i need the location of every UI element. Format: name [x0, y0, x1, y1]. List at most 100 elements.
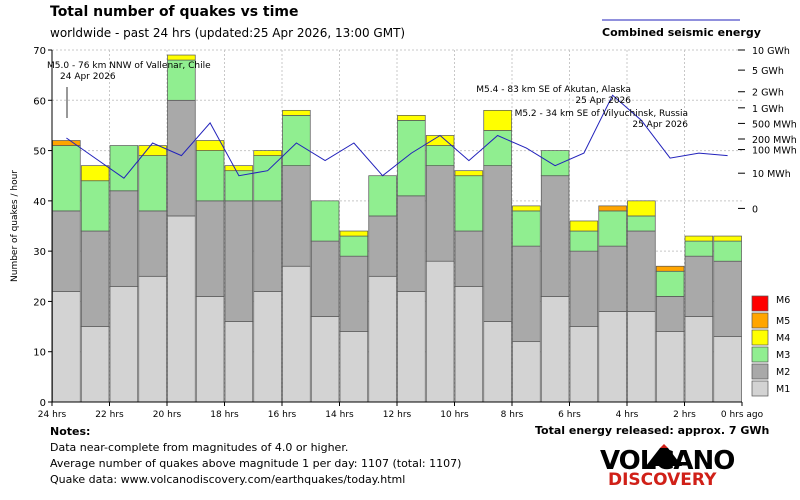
bar-segment-m3 [684, 240, 714, 257]
energy-tick-label: 5 GWh [752, 66, 784, 77]
bar-segment-m3 [282, 115, 311, 167]
notes-line-1: Data near-complete from magnitudes of 4.… [50, 441, 349, 454]
notes-heading: Notes: [50, 425, 91, 438]
bar-segment-m1 [684, 316, 714, 403]
bar-segment-m1 [138, 275, 167, 403]
y-axis-label: Number of quakes / hour [10, 170, 20, 282]
bar-segment-m1 [627, 311, 656, 403]
total-energy-label: Total energy released: approx. 7 GWh [535, 424, 770, 437]
bar-segment-m3 [397, 120, 426, 197]
bar-segment-m1 [425, 260, 455, 403]
legend-label-m5: M5 [776, 316, 790, 327]
bar-segment-m1 [569, 326, 599, 403]
legend-label-m3: M3 [776, 350, 790, 361]
bar-segment-m2 [80, 230, 110, 327]
bar-segment-m2 [224, 200, 254, 322]
bar-segment-m2 [397, 195, 426, 292]
energy-tick-label: 10 GWh [752, 46, 790, 57]
bar-segment-m2 [713, 260, 742, 337]
bar-segment-m2 [167, 99, 196, 217]
y-tick-label: 50 [33, 147, 46, 158]
annotation-vilyuchinsk-line1: M5.2 - 34 km SE of Vilyuchinsk, Russia [515, 109, 688, 119]
energy-legend-label: Combined seismic energy [602, 26, 761, 39]
legend-label-m2: M2 [776, 367, 790, 378]
bar-segment-m1 [195, 296, 225, 403]
y-tick-label: 30 [33, 247, 46, 258]
volcano-logo-icon [646, 444, 682, 466]
axes: 0 10 20 30 40 50 60 70 24 hrs 22 hrs 20 hrs 18 hrs 1… [33, 46, 797, 420]
bar-segment-m2 [655, 296, 685, 332]
bar-segment-m4 [569, 220, 599, 232]
bar-segment-m3 [339, 235, 369, 257]
chart-title: Total number of quakes vs time [50, 4, 299, 20]
bar-segment-m1 [310, 316, 340, 403]
bar-segment-m2 [282, 165, 311, 267]
bar-segment-m2 [138, 210, 167, 277]
y-tick-label: 40 [33, 197, 46, 208]
bar-segment-m4 [138, 145, 167, 156]
volcano-discovery-logo: VOLCANO DISCOVERY [586, 444, 735, 492]
bar-segment-m4 [684, 235, 714, 242]
energy-line [66, 94, 728, 179]
annotation-chile-line2: 24 Apr 2026 [60, 72, 116, 82]
bar-segment-m1 [540, 296, 570, 403]
bar-segment-m3 [52, 145, 81, 212]
bar-segment-m3 [483, 130, 512, 167]
bar-segment-m3 [425, 145, 455, 167]
x-tick-label: 2 hrs [673, 410, 696, 420]
bar-segment-m3 [368, 175, 397, 217]
x-tick-label: 18 hrs [210, 410, 239, 420]
bar-segment-m2 [253, 200, 282, 292]
y-tick-label: 70 [33, 46, 46, 57]
x-tick-label: 24 hrs [38, 410, 67, 420]
bar-segment-m4 [282, 109, 311, 116]
bar-segment-m1 [80, 326, 110, 403]
x-tick-label: 14 hrs [325, 410, 354, 420]
chart-subtitle: worldwide - past 24 hrs (updated:25 Apr … [50, 26, 406, 40]
energy-tick-label: 100 MWh [752, 146, 797, 157]
bar-segment-m4 [454, 170, 484, 177]
logo-text-bottom: DISCOVERY [608, 470, 717, 490]
bar-segment-m2 [339, 255, 369, 332]
bar-segment-m4 [253, 150, 282, 156]
bar-segment-m1 [483, 321, 512, 403]
bar-segment-m2 [368, 215, 397, 277]
x-tick-label: 4 hrs [616, 410, 639, 420]
bar-segment-m3 [655, 270, 685, 297]
legend-label-m6: M6 [776, 295, 790, 306]
energy-tick-label: 500 MWh [752, 119, 797, 130]
bar-segment-m3 [167, 59, 196, 101]
bar-segment-m2 [569, 250, 599, 327]
annotation-akutan-line2: 25 Apr 2026 [575, 96, 631, 106]
legend-label-m4: M4 [776, 333, 790, 344]
bar-segment-m3 [598, 210, 627, 247]
bar-segment-m4 [627, 200, 656, 217]
energy-tick-label: 0 [752, 204, 758, 215]
bar-segment-m1 [655, 331, 685, 403]
x-tick-label: 16 hrs [268, 410, 297, 420]
bar-segment-m3 [627, 215, 656, 232]
energy-tick-label: 2 GWh [752, 88, 784, 99]
bar-segment-m3 [195, 150, 225, 202]
notes-line-2: Average number of quakes above magnitude… [50, 457, 462, 470]
y-tick-label: 20 [33, 297, 46, 308]
x-tick-label: 10 hrs [440, 410, 469, 420]
legend-label-m1: M1 [776, 384, 790, 395]
bar-segment-m4 [713, 235, 742, 242]
bar-segment-m2 [109, 190, 139, 287]
x-tick-label: 6 hrs [558, 410, 581, 420]
x-tick-label: 8 hrs [501, 410, 524, 420]
bar-segment-m3 [569, 230, 599, 252]
y-tick-label: 60 [33, 96, 46, 107]
bar-segment-m1 [454, 285, 484, 403]
bar-segment-m1 [368, 275, 397, 403]
bar-segment-m2 [684, 255, 714, 317]
bar-segment-m1 [397, 291, 426, 403]
grid-lines [52, 49, 742, 402]
bar-segment-m1 [109, 285, 139, 403]
x-tick-label: 20 hrs [153, 410, 182, 420]
energy-tick-label: 200 MWh [752, 135, 797, 146]
bar-segment-m4 [512, 205, 541, 212]
